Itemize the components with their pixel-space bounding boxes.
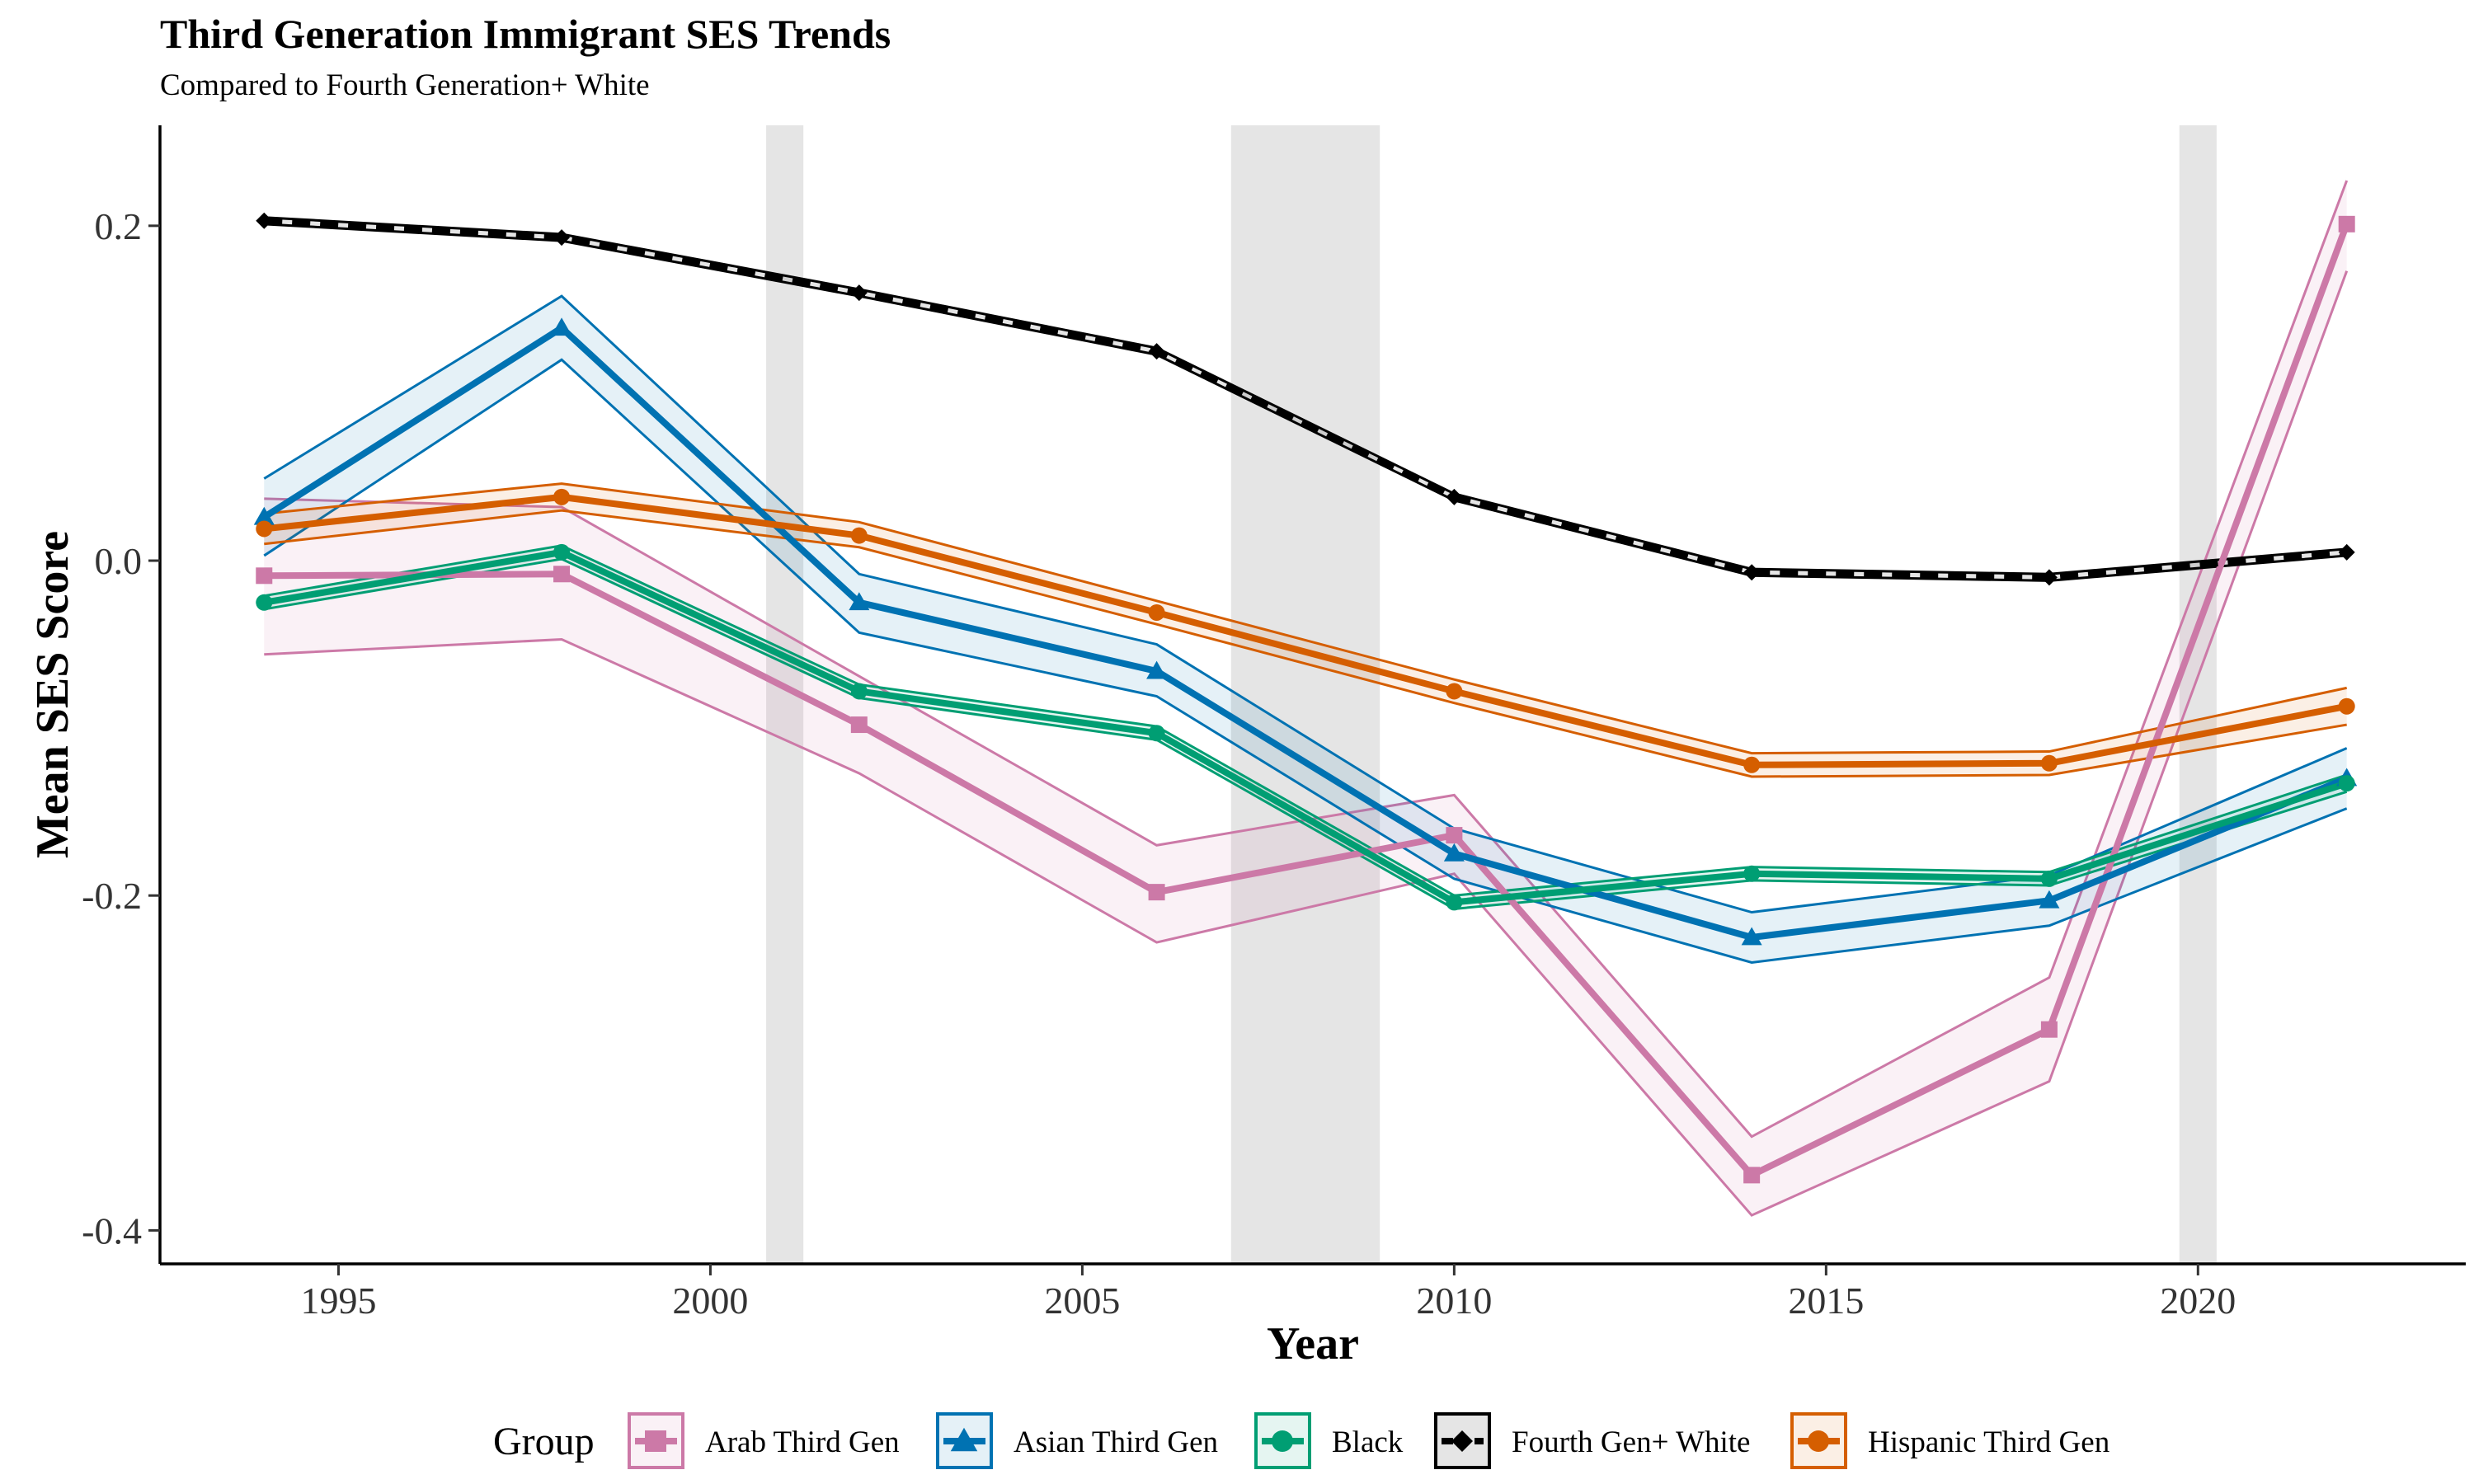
point-hispanic-third-gen bbox=[1446, 683, 1463, 700]
point-black bbox=[256, 594, 273, 611]
y-tick-label: 0.0 bbox=[95, 540, 143, 582]
shaded-period bbox=[2179, 125, 2217, 1264]
plot-area: 1995 2000 2005 2010 2015 2020 -0.4 -0.2 0.0 0.2 Y… bbox=[27, 125, 2466, 1369]
point-asian-third-gen bbox=[1741, 927, 1762, 946]
point-black bbox=[850, 683, 868, 700]
point-black bbox=[2338, 775, 2355, 792]
shaded-period bbox=[1230, 125, 1380, 1264]
point-fourth-gen-white bbox=[2040, 569, 2058, 586]
point-fourth-gen-white bbox=[1446, 488, 1463, 505]
series-markers bbox=[253, 212, 2358, 1184]
x-tick-label: 2005 bbox=[1044, 1280, 1120, 1322]
line-black bbox=[263, 548, 2348, 906]
point-asian-third-gen bbox=[1146, 660, 1168, 679]
axes: 1995 2000 2005 2010 2015 2020 -0.4 -0.2 0.0 0.2 bbox=[82, 125, 2466, 1322]
point-asian-third-gen bbox=[849, 592, 870, 611]
band-lower-asian-third-gen bbox=[263, 358, 2348, 964]
point-hispanic-third-gen bbox=[1743, 756, 1761, 773]
legend-marker-hispanic-third-gen bbox=[1808, 1430, 1829, 1452]
point-black bbox=[2040, 870, 2058, 887]
point-fourth-gen-white bbox=[2338, 543, 2355, 561]
point-black bbox=[1446, 894, 1463, 911]
legend-items: Arab Third Gen Asian Third Gen Black Fourth… bbox=[628, 1412, 2109, 1469]
legend-label-hispanic-third-gen: Hispanic Third Gen bbox=[1868, 1425, 2109, 1459]
shaded-periods bbox=[766, 125, 2217, 1264]
point-asian-third-gen bbox=[1443, 843, 1465, 862]
x-tick-label: 2000 bbox=[672, 1280, 748, 1322]
point-arab-third-gen bbox=[850, 716, 868, 734]
y-tick-label: -0.4 bbox=[82, 1209, 142, 1252]
point-arab-third-gen bbox=[553, 566, 571, 583]
x-tick-label: 2015 bbox=[1788, 1280, 1864, 1322]
band-lower-black bbox=[264, 557, 2348, 910]
band-lower-arab-third-gen bbox=[264, 270, 2349, 1217]
line-hispanic-third-gen bbox=[263, 493, 2348, 768]
legend-title: Group bbox=[493, 1420, 595, 1463]
point-fourth-gen-white bbox=[1148, 343, 1165, 360]
y-tick-label: -0.2 bbox=[82, 875, 142, 917]
y-axis-title: Mean SES Score bbox=[27, 531, 78, 858]
legend: Group Arab Third Gen Asian Third Gen Black… bbox=[493, 1412, 2109, 1469]
point-arab-third-gen bbox=[2040, 1021, 2058, 1038]
point-hispanic-third-gen bbox=[1148, 603, 1165, 621]
legend-label-arab-third-gen: Arab Third Gen bbox=[705, 1425, 900, 1459]
chart-subtitle: Compared to Fourth Generation+ White bbox=[160, 68, 650, 102]
legend-label-fourth-gen-white: Fourth Gen+ White bbox=[1512, 1425, 1750, 1459]
x-axis-title: Year bbox=[1267, 1318, 1359, 1369]
band-lower-hispanic-third-gen bbox=[264, 509, 2347, 778]
point-hispanic-third-gen bbox=[553, 488, 571, 505]
legend-label-asian-third-gen: Asian Third Gen bbox=[1014, 1425, 1218, 1459]
point-arab-third-gen bbox=[256, 567, 273, 585]
line-fourth-gen-white bbox=[264, 217, 2348, 581]
legend-marker-arab-third-gen bbox=[645, 1430, 666, 1452]
point-arab-third-gen bbox=[2338, 215, 2355, 232]
legend-label-black: Black bbox=[1332, 1425, 1404, 1459]
point-hispanic-third-gen bbox=[2040, 754, 2058, 772]
line-asian-third-gen bbox=[262, 324, 2349, 941]
band-upper-hispanic-third-gen bbox=[264, 482, 2348, 755]
chart-title: Third Generation Immigrant SES Trends bbox=[160, 11, 891, 57]
x-tick-label: 2020 bbox=[2160, 1280, 2236, 1322]
x-tick-label: 1995 bbox=[300, 1280, 376, 1322]
band-asian-third-gen bbox=[264, 296, 2347, 963]
legend-marker-black bbox=[1272, 1430, 1293, 1452]
band-upper-black bbox=[264, 544, 2348, 897]
legend-marker-asian-third-gen bbox=[950, 1427, 978, 1452]
point-black bbox=[1148, 725, 1165, 742]
point-fourth-gen-white bbox=[1743, 564, 1761, 581]
point-arab-third-gen bbox=[1743, 1167, 1761, 1184]
point-hispanic-third-gen bbox=[2338, 697, 2355, 715]
point-black bbox=[1743, 865, 1761, 882]
y-tick-label: 0.2 bbox=[95, 205, 143, 247]
point-asian-third-gen bbox=[253, 506, 275, 525]
point-asian-third-gen bbox=[2039, 890, 2060, 909]
point-fourth-gen-white bbox=[256, 212, 273, 229]
x-tick-label: 2010 bbox=[1416, 1280, 1492, 1322]
legend-marker-fourth-gen-white bbox=[1451, 1430, 1473, 1452]
point-black bbox=[553, 543, 571, 561]
band-upper-asian-third-gen bbox=[263, 294, 2348, 914]
point-arab-third-gen bbox=[1148, 884, 1165, 901]
point-arab-third-gen bbox=[1446, 827, 1463, 844]
point-fourth-gen-white bbox=[850, 284, 868, 302]
point-hispanic-third-gen bbox=[256, 520, 273, 538]
point-asian-third-gen bbox=[551, 317, 572, 336]
point-fourth-gen-white bbox=[553, 229, 571, 247]
point-hispanic-third-gen bbox=[850, 527, 868, 544]
line-arab-third-gen bbox=[264, 223, 2350, 1179]
series-lines bbox=[262, 217, 2350, 1179]
